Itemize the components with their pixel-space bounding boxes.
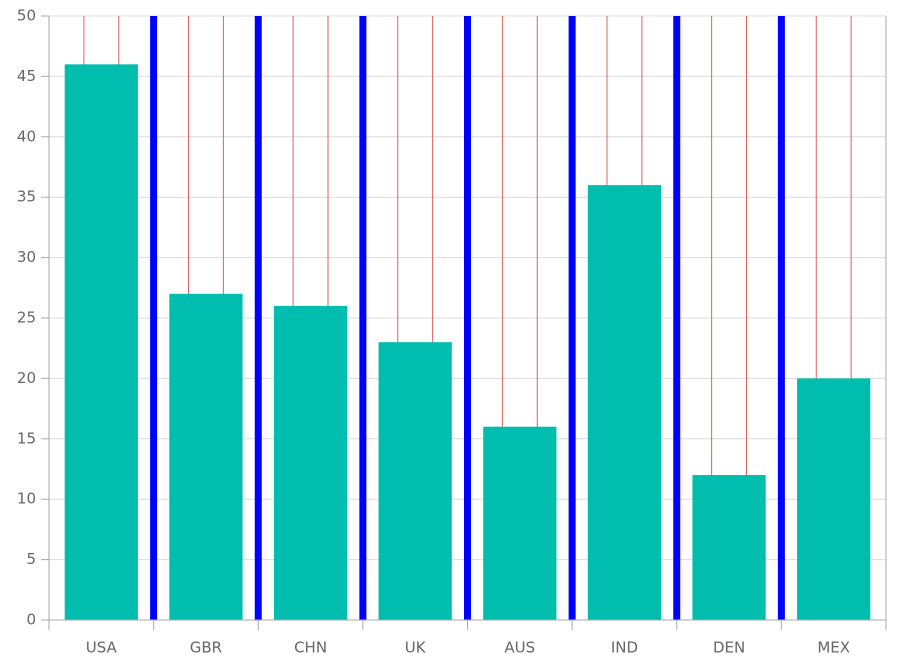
y-tick-label: 35 bbox=[17, 188, 36, 206]
y-tick-label: 15 bbox=[17, 429, 36, 447]
y-tick-label: 5 bbox=[26, 550, 36, 568]
bar bbox=[273, 305, 348, 620]
y-tick-label: 50 bbox=[17, 7, 36, 25]
y-tick-label: 0 bbox=[26, 611, 36, 629]
bar bbox=[587, 185, 662, 620]
x-tick-label: MEX bbox=[817, 639, 850, 657]
x-tick-label: AUS bbox=[504, 639, 535, 657]
x-tick-label: IND bbox=[611, 639, 638, 657]
bar bbox=[483, 426, 557, 620]
x-tick-label: UK bbox=[405, 639, 427, 657]
bar bbox=[378, 342, 452, 620]
y-tick-label: 30 bbox=[17, 248, 36, 266]
bar bbox=[169, 293, 243, 620]
y-tick-label: 45 bbox=[17, 67, 36, 85]
bar bbox=[692, 475, 766, 620]
x-tick-label: USA bbox=[86, 639, 118, 657]
y-tick-label: 25 bbox=[17, 309, 36, 327]
x-tick-label: CHN bbox=[294, 639, 327, 657]
y-tick-label: 10 bbox=[17, 490, 36, 508]
x-tick-label: DEN bbox=[713, 639, 745, 657]
y-tick-label: 20 bbox=[17, 369, 36, 387]
bar bbox=[64, 64, 138, 620]
bar bbox=[797, 378, 871, 620]
y-tick-label: 40 bbox=[17, 127, 36, 145]
x-tick-label: GBR bbox=[190, 639, 222, 657]
